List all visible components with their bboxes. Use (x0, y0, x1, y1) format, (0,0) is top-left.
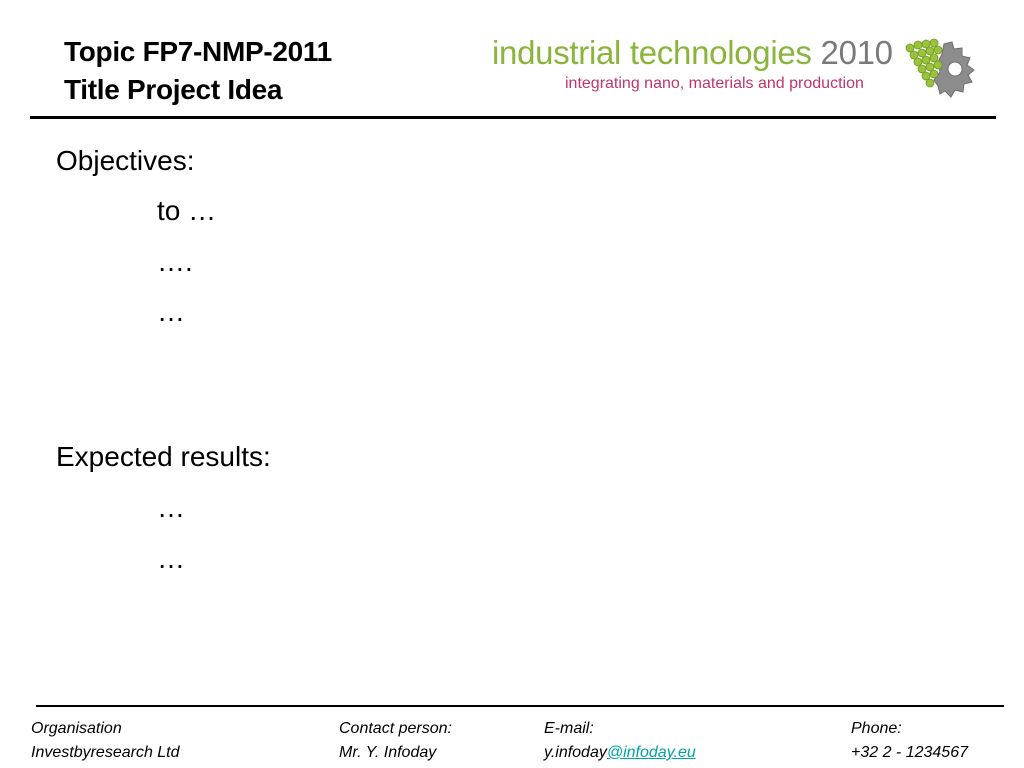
contact-value: Mr. Y. Infoday (339, 744, 437, 761)
email-label: E-mail: (544, 720, 594, 737)
objectives-heading: Objectives: (56, 145, 195, 176)
organisation-label: Organisation (31, 720, 122, 737)
objective-item-1: to … (157, 195, 217, 226)
logo-main-text: industrial technologies 2010 (492, 32, 893, 74)
footer-email: E-mail: y.infoday@infoday.eu (544, 717, 696, 765)
grapes-gear-icon (905, 38, 975, 98)
expected-result-item-1: … (157, 492, 185, 523)
logo-tagline: integrating nano, materials and producti… (565, 75, 864, 92)
contact-label: Contact person: (339, 720, 452, 737)
footer-organisation: Organisation Investbyresearch Ltd (31, 717, 180, 765)
industrial-technologies-logo: industrial technologies 2010 integrating… (492, 32, 988, 98)
expected-result-item-2: … (157, 543, 185, 574)
title-topic: Topic FP7-NMP-2011 (64, 36, 332, 67)
organisation-value: Investbyresearch Ltd (31, 744, 180, 761)
header-divider (30, 116, 996, 119)
objective-item-3: … (157, 296, 185, 327)
email-domain-link[interactable]: @infoday.eu (606, 744, 696, 761)
expected-results-heading: Expected results: (56, 441, 271, 472)
phone-label: Phone: (851, 720, 902, 737)
logo-name: industrial technologies (492, 34, 812, 71)
email-value: y.infoday@infoday.eu (544, 741, 696, 765)
phone-value: +32 2 - 1234567 (851, 744, 968, 761)
footer-divider (36, 705, 1004, 707)
title-project-idea: Title Project Idea (64, 74, 283, 105)
objective-item-2: …. (157, 246, 193, 277)
logo-year: 2010 (820, 34, 894, 71)
footer-contact: Contact person: Mr. Y. Infoday (339, 717, 452, 765)
email-user: y.infoday (544, 744, 607, 761)
slide-title: Topic FP7-NMP-2011 Title Project Idea (64, 33, 332, 109)
footer-phone: Phone: +32 2 - 1234567 (851, 717, 968, 765)
